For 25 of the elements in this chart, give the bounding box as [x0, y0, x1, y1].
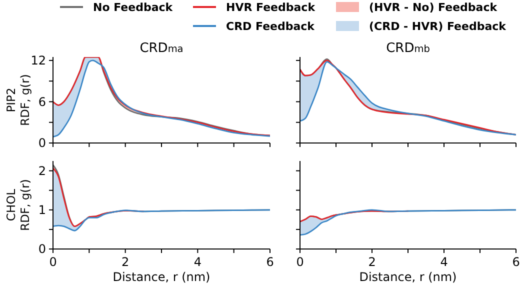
x-tick-label: 6: [266, 255, 274, 269]
x-axis-title: Distance, r (nm): [112, 270, 210, 284]
legend-label: HVR Feedback: [226, 0, 316, 14]
x-tick-label: 2: [122, 255, 130, 269]
x-axis-title: Distance, r (nm): [359, 270, 457, 284]
x-tick-label: 0: [296, 255, 304, 269]
y-axis-title: CHOL RDF, g(r): [4, 179, 32, 231]
y-axis-title: PIP2 RDF, g(r): [4, 74, 32, 126]
x-tick-label: 4: [440, 255, 448, 269]
chart-title: CRDmb: [386, 41, 430, 56]
x-tick-label: 2: [368, 255, 376, 269]
y-tick-label: 0: [38, 242, 46, 256]
x-tick-label: 6: [512, 255, 520, 269]
chart-title: CRDma: [140, 41, 184, 56]
y-tick-label: 6: [38, 94, 46, 109]
legend-label: CRD Feedback: [226, 20, 316, 33]
y-tick-label: 1: [38, 203, 46, 218]
y-tick-label: 12: [30, 54, 46, 68]
legend-label: (HVR - No) Feedback: [369, 0, 498, 14]
y-tick-label: 0: [38, 136, 46, 150]
x-tick-label: 4: [194, 255, 202, 269]
x-tick-label: 0: [49, 255, 57, 269]
legend-label: (CRD - HVR) Feedback: [369, 20, 507, 33]
y-tick-label: 2: [38, 164, 46, 178]
legend-label: No Feedback: [93, 0, 174, 14]
